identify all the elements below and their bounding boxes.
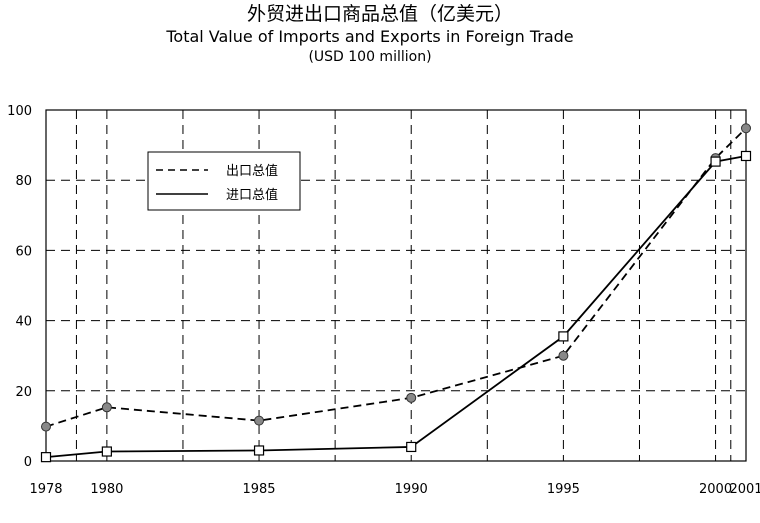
data-point-exports <box>406 392 417 403</box>
plot-frame <box>45 109 747 462</box>
data-point-exports <box>741 123 751 134</box>
x-tick-label: 1985 <box>242 482 275 497</box>
legend: 出口总值 进口总值 <box>147 151 301 211</box>
data-point-exports <box>254 415 265 426</box>
legend-box <box>147 151 301 211</box>
legend-label-exports: 出口总值 <box>226 163 278 179</box>
chart-subtitle: (USD 100 million) <box>308 49 431 65</box>
data-point-exports <box>101 402 112 413</box>
y-tick-label: 100 <box>7 104 32 119</box>
y-tick-label: 80 <box>15 174 32 189</box>
legend-label-imports: 进口总值 <box>226 187 278 203</box>
data-point-imports <box>558 331 569 342</box>
y-tick-label: 40 <box>15 315 32 330</box>
data-point-imports <box>740 150 752 162</box>
data-point-imports <box>101 446 112 457</box>
data-point-exports <box>41 421 51 432</box>
x-tick-label: 1978 <box>29 482 62 497</box>
chart-title-zh: 外贸进出口商品总值（亿美元） <box>247 3 513 25</box>
y-tick-label: 60 <box>15 244 32 259</box>
chart-title-en: Total Value of Imports and Exports in Fo… <box>165 27 573 46</box>
y-axis-ticks: 0 20 40 60 80 100 <box>7 104 32 470</box>
x-tick-label: 1980 <box>90 482 123 497</box>
x-tick-label: 2000 <box>699 482 732 497</box>
series-layer <box>40 123 752 463</box>
y-tick-label: 0 <box>24 455 32 470</box>
x-tick-label: 2001 <box>729 482 760 497</box>
data-point-imports <box>710 156 721 167</box>
y-tick-label: 20 <box>15 385 32 400</box>
x-tick-label: 1995 <box>547 482 580 497</box>
x-tick-label: 1990 <box>395 482 428 497</box>
data-point-imports <box>40 452 52 463</box>
data-point-imports <box>253 445 265 456</box>
data-point-imports <box>406 441 417 453</box>
data-point-exports <box>558 350 569 361</box>
